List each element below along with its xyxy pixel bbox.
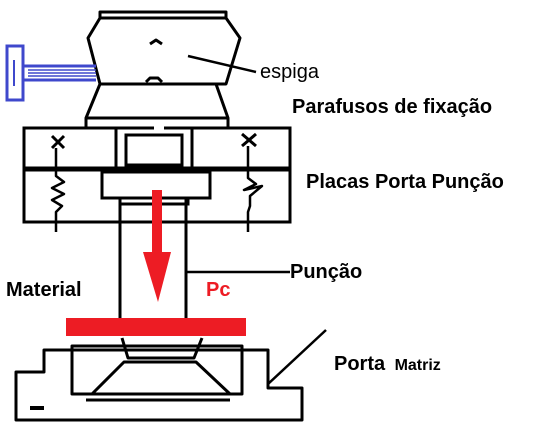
label-porta-suffix: Matriz — [395, 357, 441, 374]
label-puncao: Punção — [290, 261, 362, 283]
label-placas: Placas Porta Punção — [306, 171, 504, 193]
label-espiga: espiga — [260, 61, 320, 83]
down-arrow-icon — [143, 190, 171, 302]
punch-body — [118, 198, 188, 318]
label-pc: Pc — [206, 279, 230, 301]
cross-icon — [50, 132, 257, 150]
label-parafusos: Parafusos de fixação — [292, 96, 492, 118]
espiga-shank — [84, 10, 242, 128]
bolt-icon — [5, 44, 96, 102]
upper-plate — [22, 126, 292, 170]
label-porta-matriz: Porta Matriz — [334, 353, 441, 375]
material-strip — [66, 318, 246, 336]
label-porta-prefix: Porta — [334, 353, 386, 375]
label-material: Material — [6, 279, 82, 301]
die-holder — [14, 337, 304, 422]
leader-lines — [186, 54, 327, 385]
spring-icon — [50, 146, 264, 232]
